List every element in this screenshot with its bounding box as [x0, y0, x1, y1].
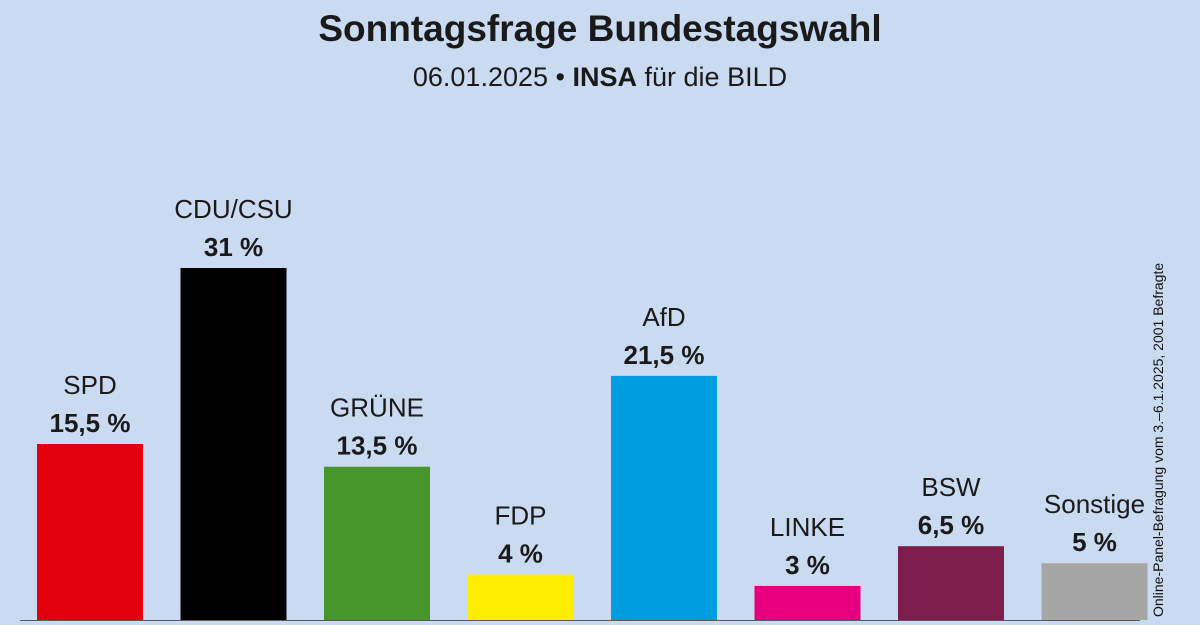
bar-value-label: 3 %	[785, 550, 830, 580]
bar-category-label: LINKE	[770, 512, 845, 542]
chart-subtitle: 06.01.2025 • INSA für die BILD	[0, 62, 1200, 93]
bar-linke	[754, 585, 861, 620]
bar-value-label: 21,5 %	[624, 340, 705, 370]
subtitle-separator: •	[555, 62, 565, 92]
poll-institute: INSA	[572, 62, 638, 92]
bar-category-label: Sonstige	[1044, 489, 1145, 519]
bar-category-label: GRÜNE	[330, 393, 424, 423]
bar-category-label: AfD	[642, 302, 685, 332]
bar-value-label: 6,5 %	[918, 510, 985, 540]
bar-category-label: BSW	[921, 472, 981, 502]
bar-value-label: 13,5 %	[337, 431, 418, 461]
bar-value-label: 5 %	[1072, 527, 1117, 557]
poll-date: 06.01.2025	[412, 62, 549, 92]
bar-category-label: FDP	[495, 501, 547, 531]
bar-spd	[37, 444, 143, 620]
bar-afd	[611, 375, 717, 620]
bar-cdu-csu	[180, 268, 287, 620]
bar-bsw	[898, 546, 1004, 620]
bar-category-label: CDU/CSU	[174, 194, 292, 224]
poll-client: für die BILD	[644, 62, 788, 92]
chart-title: Sonntagsfrage Bundestagswahl	[318, 8, 882, 49]
bar-value-label: 31 %	[204, 232, 263, 262]
bar-category-label: SPD	[63, 370, 116, 400]
bar-grüne	[324, 466, 430, 620]
bar-value-label: 15,5 %	[50, 408, 131, 438]
bar-value-label: 4 %	[498, 539, 543, 569]
bar-fdp	[467, 574, 574, 620]
bar-sonstige	[1041, 563, 1148, 620]
source-note: Online-Panel-Befragung vom 3.–6.1.2025, …	[1150, 262, 1166, 617]
